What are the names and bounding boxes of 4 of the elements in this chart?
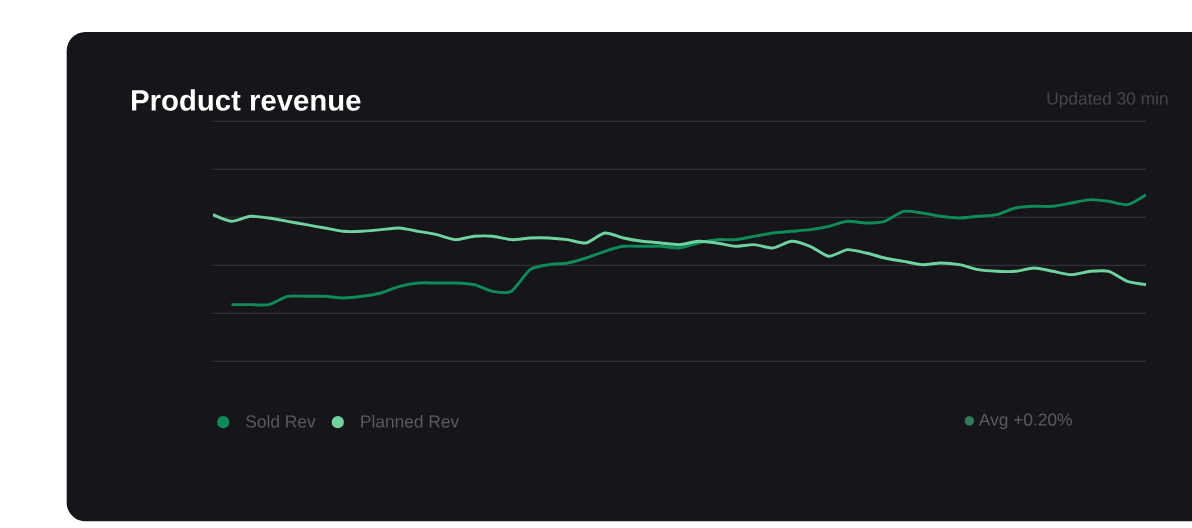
text: Avg +0.20%: [978, 413, 1072, 430]
chart-title: Product revenue: [132, 89, 361, 111]
legend-label: Planned Rev: [361, 414, 460, 428]
legend-label: Sold Rev: [246, 414, 316, 428]
